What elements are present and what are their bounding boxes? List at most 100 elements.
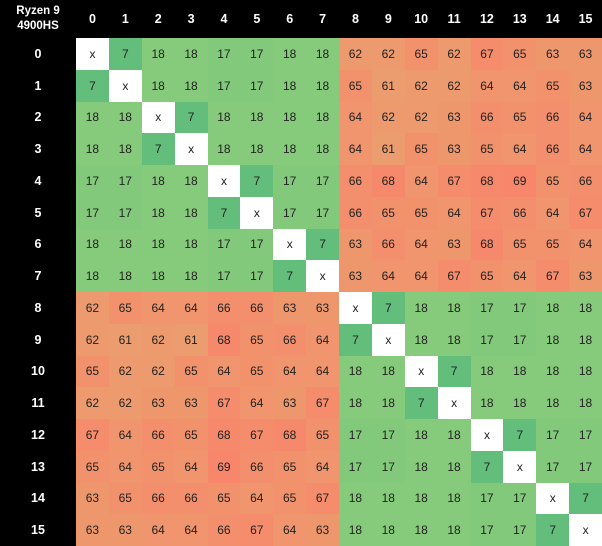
heatmap-cell-14-5: 64: [240, 482, 274, 515]
heatmap-cell-7-4: 17: [207, 260, 241, 292]
heatmap-cell-2-1: 18: [108, 101, 142, 134]
heatmap-cell-7-8: 63: [339, 260, 372, 292]
heatmap-cell-12-3: 65: [174, 419, 208, 451]
heatmap-cell-11-11: x: [437, 387, 471, 419]
heatmap-cell-10-13: 18: [503, 355, 537, 388]
heatmap-cell-5-7: 17: [306, 196, 339, 229]
heatmap-cell-5-11: 64: [437, 196, 471, 229]
heatmap-cell-4-5: 7: [240, 165, 274, 197]
heatmap-cell-3-10: 65: [404, 133, 438, 165]
heatmap-cell-2-2: x: [141, 101, 175, 134]
heatmap-cell-12-10: 18: [404, 419, 438, 451]
heatmap-cell-3-1: 18: [108, 133, 142, 165]
heatmap-cell-14-15: 7: [569, 482, 602, 515]
heatmap-cell-12-4: 68: [207, 419, 241, 451]
heatmap-cell-2-13: 65: [503, 101, 537, 134]
row-header-1: 1: [0, 69, 76, 102]
heatmap-cell-3-0: 18: [76, 133, 109, 165]
heatmap-cell-5-3: 18: [174, 196, 208, 229]
column-header-5: 5: [240, 0, 274, 38]
heatmap-cell-1-6: 18: [273, 69, 307, 102]
heatmap-cell-14-14: x: [536, 482, 570, 515]
heatmap-cell-7-15: 63: [569, 260, 602, 292]
heatmap-cell-15-2: 64: [141, 514, 175, 546]
column-header-6: 6: [273, 0, 307, 38]
column-header-14: 14: [536, 0, 570, 38]
column-header-7: 7: [306, 0, 339, 38]
heatmap-cell-11-0: 62: [76, 387, 109, 419]
heatmap-cell-3-11: 63: [437, 133, 471, 165]
heatmap-cell-10-14: 18: [536, 355, 570, 388]
heatmap-cell-4-10: 64: [404, 165, 438, 197]
heatmap-cell-2-5: 18: [240, 101, 274, 134]
heatmap-cell-1-1: x: [108, 69, 142, 102]
heatmap-cell-4-2: 18: [141, 165, 175, 197]
heatmap-cell-15-0: 63: [76, 514, 109, 546]
heatmap-cell-14-12: 17: [470, 482, 504, 515]
heatmap-cell-7-1: 18: [108, 260, 142, 292]
heatmap-cell-13-13: x: [503, 450, 537, 483]
heatmap-cell-15-7: 63: [306, 514, 339, 546]
heatmap-cell-14-13: 17: [503, 482, 537, 515]
heatmap-cell-12-5: 67: [240, 419, 274, 451]
heatmap-cell-0-0: x: [76, 38, 109, 70]
heatmap-cell-11-8: 18: [339, 387, 372, 419]
heatmap-cell-5-9: 65: [371, 196, 405, 229]
heatmap-cell-1-7: 18: [306, 69, 339, 102]
heatmap-cell-2-10: 62: [404, 101, 438, 134]
heatmap-cell-9-10: 18: [404, 323, 438, 356]
heatmap-cell-3-3: x: [174, 133, 208, 165]
heatmap-cell-14-4: 65: [207, 482, 241, 515]
heatmap-cell-12-6: 68: [273, 419, 307, 451]
heatmap-cell-10-7: 64: [306, 355, 339, 388]
corner-label: Ryzen 9 4900HS: [0, 0, 76, 38]
column-header-4: 4: [207, 0, 241, 38]
heatmap-cell-14-10: 18: [404, 482, 438, 515]
heatmap-cell-1-2: 18: [141, 69, 175, 102]
heatmap-cell-10-6: 64: [273, 355, 307, 388]
heatmap-cell-15-4: 66: [207, 514, 241, 546]
heatmap-cell-4-0: 17: [76, 165, 109, 197]
heatmap-cell-15-3: 64: [174, 514, 208, 546]
heatmap-cell-13-3: 64: [174, 450, 208, 483]
heatmap-cell-2-7: 18: [306, 101, 339, 134]
row-header-9: 9: [0, 323, 76, 356]
heatmap-cell-3-7: 18: [306, 133, 339, 165]
heatmap-cell-11-9: 18: [371, 387, 405, 419]
heatmap-cell-6-5: 17: [240, 228, 274, 261]
heatmap-cell-5-0: 17: [76, 196, 109, 229]
row-header-12: 12: [0, 419, 76, 451]
row-header-2: 2: [0, 101, 76, 134]
heatmap-cell-4-12: 68: [470, 165, 504, 197]
heatmap-cell-15-6: 64: [273, 514, 307, 546]
heatmap-cell-0-13: 65: [503, 38, 537, 70]
corner-label-line-1: Ryzen 9: [16, 5, 60, 17]
heatmap-cell-12-7: 65: [306, 419, 339, 451]
heatmap-cell-1-11: 62: [437, 69, 471, 102]
heatmap-cell-0-2: 18: [141, 38, 175, 70]
heatmap-cell-3-15: 64: [569, 133, 602, 165]
heatmap-cell-10-15: 18: [569, 355, 602, 388]
heatmap-cell-12-15: 17: [569, 419, 602, 451]
heatmap-cell-10-4: 64: [207, 355, 241, 388]
heatmap-cell-10-5: 65: [240, 355, 274, 388]
heatmap-cell-7-2: 18: [141, 260, 175, 292]
heatmap-cell-8-15: 18: [569, 292, 602, 324]
heatmap-cell-1-5: 17: [240, 69, 274, 102]
heatmap-cell-1-0: 7: [76, 69, 109, 102]
heatmap-cell-6-3: 18: [174, 228, 208, 261]
heatmap-cell-13-4: 69: [207, 450, 241, 483]
heatmap-cell-10-1: 62: [108, 355, 142, 388]
heatmap-cell-12-9: 17: [371, 419, 405, 451]
heatmap-cell-9-12: 17: [470, 323, 504, 356]
heatmap-cell-6-10: 64: [404, 228, 438, 261]
heatmap-cell-9-5: 65: [240, 323, 274, 356]
heatmap-cell-8-7: 63: [306, 292, 339, 324]
heatmap-cell-6-6: x: [273, 228, 307, 261]
heatmap-cell-6-9: 66: [371, 228, 405, 261]
heatmap-cell-8-1: 65: [108, 292, 142, 324]
heatmap-cell-8-9: 7: [371, 292, 405, 324]
heatmap-cell-5-2: 18: [141, 196, 175, 229]
column-header-0: 0: [76, 0, 109, 38]
heatmap-cell-14-9: 18: [371, 482, 405, 515]
